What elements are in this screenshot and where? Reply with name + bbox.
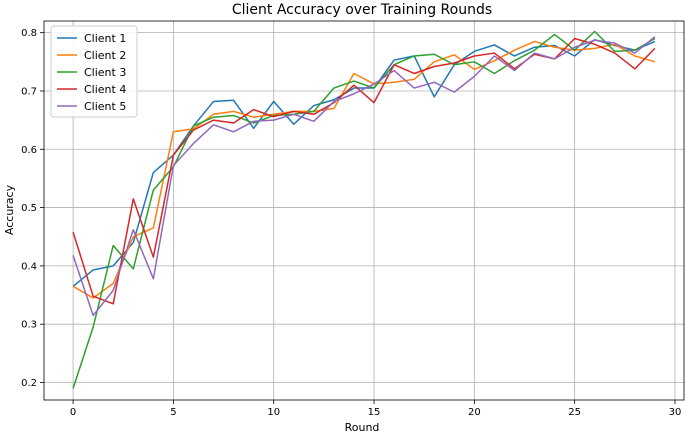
x-tick-label: 0: [70, 407, 76, 418]
y-axis-label: Accuracy: [3, 184, 16, 235]
x-tick-label: 5: [170, 407, 176, 418]
x-tick-label: 20: [468, 407, 481, 418]
x-tick-label: 25: [568, 407, 581, 418]
plot-frame: [43, 20, 685, 401]
legend-label: Client 2: [84, 49, 126, 62]
series-line-client-5: [72, 36, 656, 317]
legend-label: Client 1: [84, 32, 126, 45]
y-tick-label: 0.3: [21, 320, 37, 331]
legend-label: Client 3: [84, 66, 126, 79]
x-tick-label: 15: [368, 407, 381, 418]
y-tick-label: 0.5: [21, 203, 37, 214]
y-tick-label: 0.8: [21, 28, 37, 39]
x-axis-ticks: 0 5 10 15 20 25 30: [70, 400, 681, 418]
legend-box: [50, 25, 138, 118]
y-tick-label: 0.7: [21, 86, 37, 97]
chart-title: Client Accuracy over Training Rounds: [232, 2, 492, 18]
legend: Client 1 Client 2 Client 3 Client 4 Client 5: [50, 25, 138, 118]
grid: [44, 21, 684, 400]
legend-label: Client 5: [84, 100, 126, 113]
series-line-client-4: [72, 37, 656, 305]
y-axis-ticks: 0.2 0.3 0.4 0.5 0.6 0.7 0.8: [21, 28, 44, 389]
series-line-client-3: [72, 30, 656, 389]
series-line-client-1: [72, 38, 656, 287]
y-tick-label: 0.6: [21, 145, 37, 156]
x-axis-label: Round: [345, 421, 380, 434]
x-tick-label: 30: [669, 407, 682, 418]
legend-label: Client 4: [84, 83, 126, 96]
x-tick-label: 10: [267, 407, 280, 418]
y-tick-label: 0.2: [21, 378, 37, 389]
y-tick-label: 0.4: [21, 261, 37, 272]
series-line-client-2: [72, 40, 656, 299]
series-lines: [72, 30, 656, 389]
